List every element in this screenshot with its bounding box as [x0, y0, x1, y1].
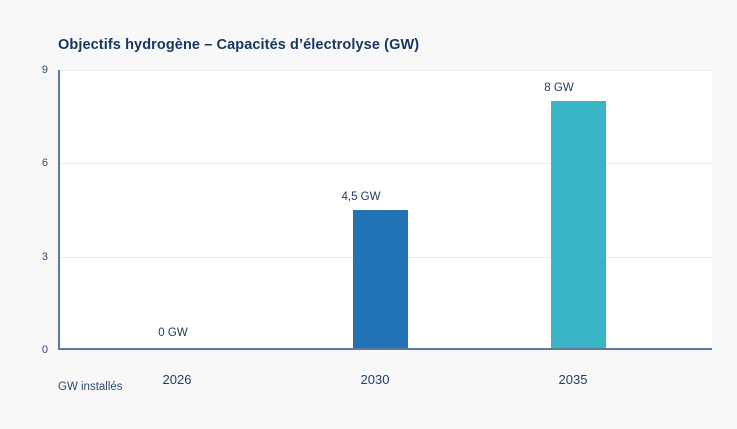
x-axis-tick-2030: 2030 — [360, 372, 390, 387]
y-axis-tick-9: 9 — [41, 64, 48, 76]
y-axis-tick-0: 0 — [41, 344, 48, 356]
x-axis-tick-2035: 2035 — [558, 372, 588, 387]
bar-2035 — [551, 101, 606, 348]
y-axis-tick-6: 6 — [41, 157, 48, 169]
value-label-2030: 4,5 GW — [341, 191, 381, 203]
value-label-2035: 8 GW — [544, 82, 574, 94]
axis-footnote: GW installés — [58, 381, 123, 393]
x-axis-tick-2026: 2026 — [162, 372, 192, 387]
y-axis-tick-3: 3 — [41, 251, 48, 263]
value-label-2026: 0 GW — [158, 327, 188, 339]
gridline-y-9 — [60, 70, 712, 71]
bar-2030 — [353, 210, 408, 348]
plot-area — [58, 70, 712, 350]
gridline-y-6 — [60, 163, 712, 164]
chart-title: Objectifs hydrogène – Capacités d’électr… — [58, 37, 420, 53]
